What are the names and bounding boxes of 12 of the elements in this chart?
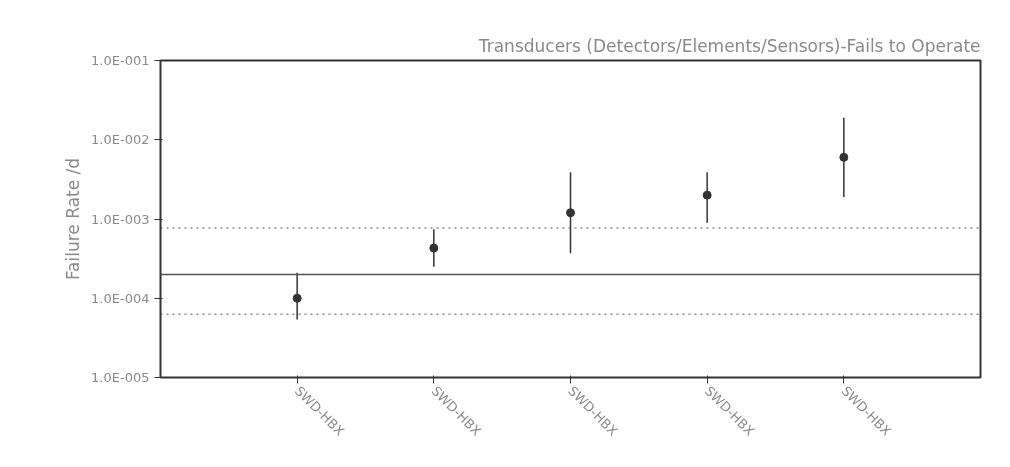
point — [566, 208, 575, 218]
point — [839, 152, 849, 162]
point — [429, 243, 439, 253]
y-axis-title: Failure Rate /d — [63, 157, 84, 281]
y-tick-label: 1.0E-005 — [91, 370, 150, 385]
y-tick-label: 1.0E-004 — [91, 290, 150, 306]
y-tick-label: 1.0E-002 — [91, 132, 150, 148]
y-tick-label: 1.0E-003 — [91, 211, 150, 227]
point — [702, 190, 712, 200]
point — [292, 293, 302, 303]
chart-title: Transducers (Detectors/Elements/Sensors)-Fails to Operate — [477, 35, 981, 56]
y-tick-label: 1.0E-001 — [91, 53, 150, 68]
